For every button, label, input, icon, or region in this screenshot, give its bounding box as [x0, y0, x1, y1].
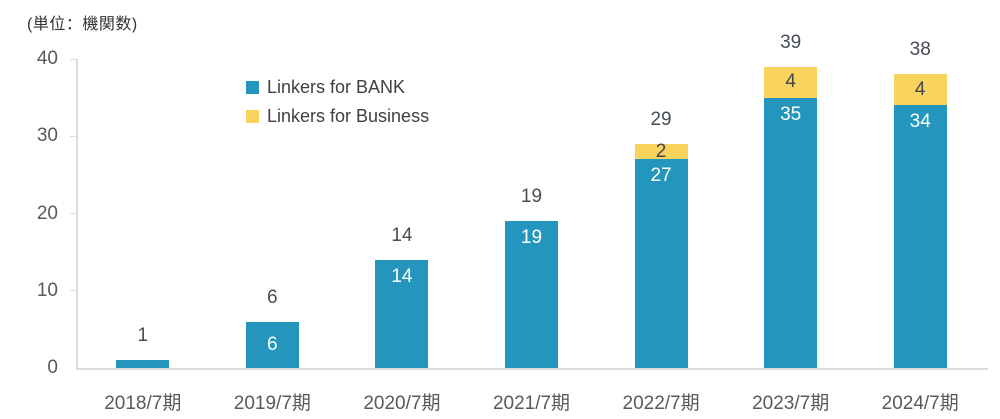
bar-total-label: 19 [520, 186, 543, 208]
bar-total-label: 1 [137, 325, 149, 347]
y-axis-tick-mark [70, 135, 76, 137]
x-axis-line [76, 368, 988, 370]
bar-stack: 27 2 [634, 140, 688, 368]
bar-segment: 4 [764, 66, 818, 98]
y-axis-tick-label: 40 [36, 48, 58, 69]
y-axis-tick-mark [70, 290, 76, 292]
bar-stack: 6 [245, 321, 299, 368]
x-axis-category-label: 2019/7期 [233, 393, 311, 414]
bar-stack: 19 [505, 221, 558, 368]
x-axis-category-label: 2024/7期 [881, 393, 959, 414]
bar-segment: 34 [893, 105, 947, 368]
bar-segment: 35 [764, 97, 818, 368]
bar-segment: 14 [375, 259, 429, 368]
bar-segment-value: 6 [267, 333, 278, 355]
x-axis-category-label: 2022/7期 [622, 393, 700, 414]
bar-total-label: 6 [267, 286, 278, 308]
bar-segment: 2 [634, 140, 688, 162]
x-axis-category-label: 2020/7期 [363, 393, 441, 414]
y-axis-tick-label: 20 [36, 202, 58, 224]
legend-swatch [246, 80, 259, 94]
legend-label: Linkers for BANK [267, 77, 406, 97]
bar-stack [116, 360, 170, 368]
bar-segment-value: 2 [655, 140, 667, 162]
bar-segment-value: 4 [785, 71, 796, 93]
x-axis-category-label: 2018/7期 [104, 393, 182, 414]
legend-swatch [246, 109, 259, 123]
y-axis-line [76, 59, 78, 368]
bar-segment-value: 14 [391, 265, 413, 287]
bar-stack: 14 [375, 259, 429, 368]
bar-segment-value: 27 [650, 165, 672, 187]
bar-segment-value: 4 [914, 78, 926, 100]
x-axis-category-label: 2021/7期 [492, 393, 571, 414]
bar-segment-value: 19 [520, 227, 543, 249]
bar-total-label: 38 [909, 39, 931, 61]
bar-total-label: 39 [780, 31, 802, 53]
legend-item: Linkers for BANK [246, 77, 429, 97]
bar-segment-value: 35 [780, 103, 802, 125]
legend-item: Linkers for Business [246, 106, 429, 126]
bar-segment: 27 [634, 159, 688, 368]
bar-segment-value: 34 [909, 111, 931, 133]
bar-segment: 4 [893, 74, 947, 106]
y-axis-tick-mark [70, 58, 76, 60]
y-axis-tick-label: 30 [36, 125, 58, 147]
bar-stack: 34 4 [893, 74, 947, 368]
legend: Linkers for BANK Linkers for Business [246, 77, 429, 126]
bar-stack: 35 4 [764, 66, 818, 368]
unit-label: (単位：機関数) [27, 16, 138, 33]
y-axis-tick-mark [70, 213, 76, 214]
y-axis-tick-label: 0 [47, 357, 58, 378]
bar-total-label: 14 [391, 224, 413, 246]
bar-segment: 6 [245, 321, 299, 368]
bar-total-label: 29 [650, 108, 672, 130]
x-axis-category-label: 2023/7期 [752, 393, 830, 414]
plot-area: 0 10 20 30 40 1 2018/7期 6 6 2019/7期 14 14 2020/7期 19 1… [37, 32, 988, 414]
legend-label: Linkers for Business [267, 106, 430, 126]
bar-segment: 19 [505, 221, 558, 368]
y-axis-tick-label: 10 [36, 279, 58, 301]
bar-segment [116, 360, 170, 368]
